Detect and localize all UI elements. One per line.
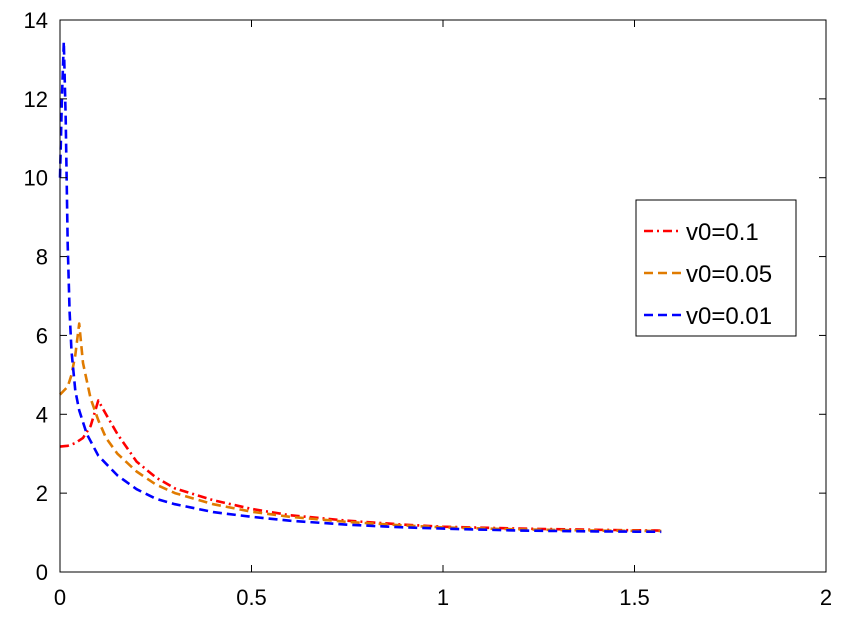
x-tick-label: 0.5 — [236, 585, 267, 610]
legend-label-2: v0=0.05 — [686, 261, 772, 288]
plot-area — [58, 40, 662, 534]
y-tick-label: 14 — [24, 8, 48, 33]
y-tick-label: 10 — [24, 166, 48, 191]
y-tick-label: 2 — [36, 481, 48, 506]
x-tick-label: 1 — [437, 585, 449, 610]
y-tick-label: 8 — [36, 245, 48, 270]
x-axis: 0 0.5 1 1.5 2 — [54, 20, 832, 610]
y-axis: 0 2 4 6 8 10 12 14 — [24, 8, 826, 585]
legend-box — [635, 199, 797, 337]
y-tick-label: 0 — [36, 560, 48, 585]
y-tick-label: 6 — [36, 323, 48, 348]
series-line-3 — [58, 40, 662, 534]
legend-label-3: v0=0.01 — [686, 303, 772, 330]
x-tick-label: 1.5 — [619, 585, 650, 610]
y-tick-label: 12 — [24, 87, 48, 112]
legend: v0=0.1 v0=0.05 v0=0.01 — [635, 199, 797, 337]
x-tick-label: 0 — [54, 585, 66, 610]
x-tick-label: 2 — [820, 585, 832, 610]
series-line-2 — [59, 322, 662, 533]
legend-label-1: v0=0.1 — [686, 219, 759, 246]
y-tick-label: 4 — [36, 402, 48, 427]
